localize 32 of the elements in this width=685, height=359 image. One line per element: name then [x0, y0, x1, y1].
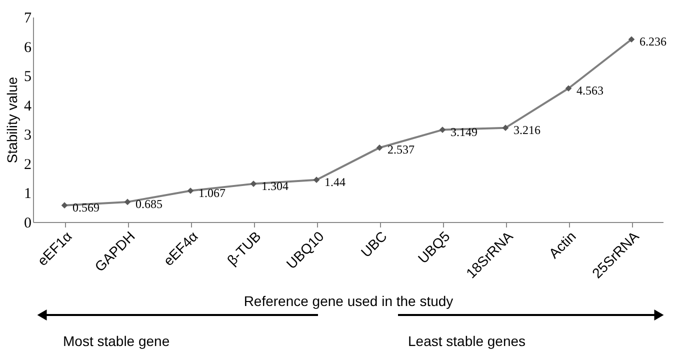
point [250, 180, 257, 187]
point [313, 176, 320, 183]
point [565, 85, 572, 92]
x-axis-title: Reference gene used in the study [244, 293, 454, 310]
y-tick-label: 6 [24, 40, 32, 56]
text: Most stable gene [63, 333, 170, 349]
point [187, 188, 194, 194]
data-label: 2.537 [388, 142, 414, 157]
data-label: 4.563 [576, 83, 604, 98]
data-label: 0.569 [72, 200, 100, 214]
y-tick-label: 0 [24, 216, 32, 232]
y-tick-label: 3 [24, 128, 32, 144]
point [376, 144, 383, 151]
point [439, 126, 446, 133]
point [124, 198, 131, 206]
text: Least stable genes [408, 333, 526, 349]
point [502, 124, 509, 131]
y-tick-label: 1 [24, 186, 32, 202]
y-tick-label: 4 [24, 98, 32, 114]
data-label: 1.067 [198, 186, 226, 200]
data-label: 3.216 [514, 122, 540, 137]
y-tick-label: 5 [24, 69, 32, 86]
data-label: 6.236 [640, 34, 666, 48]
y-tick-label: 2 [24, 156, 32, 173]
point [628, 36, 635, 43]
data-label: 1.304 [262, 178, 288, 193]
y-axis-title: Stability value [4, 76, 20, 164]
data-label: 1.44 [324, 174, 346, 189]
point [61, 202, 68, 208]
data-label: 3.149 [450, 124, 478, 139]
data-label: 0.685 [136, 196, 162, 211]
y-tick-label: 7 [24, 10, 32, 26]
